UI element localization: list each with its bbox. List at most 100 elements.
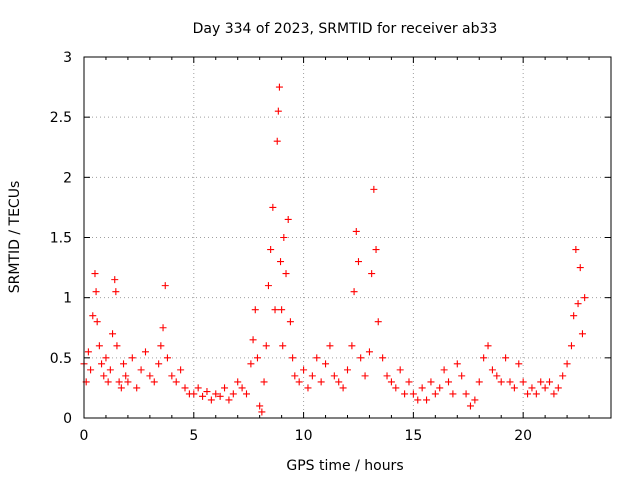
data-point [295, 378, 303, 386]
data-point [322, 360, 330, 368]
data-point [313, 354, 321, 362]
data-point [335, 378, 343, 386]
data-point [93, 318, 101, 326]
data-point [199, 392, 207, 400]
data-point [277, 258, 285, 266]
data-point [405, 378, 413, 386]
data-point [155, 360, 163, 368]
x-tick-label: 5 [189, 428, 198, 444]
data-point [431, 390, 439, 398]
data-point [387, 378, 395, 386]
data-point [150, 378, 158, 386]
data-point [109, 330, 117, 338]
data-point [249, 336, 257, 344]
data-point [418, 384, 426, 392]
data-point [352, 227, 360, 235]
data-point [269, 203, 277, 211]
data-point [122, 372, 130, 380]
data-point [104, 378, 112, 386]
data-point [348, 342, 356, 350]
data-point [258, 408, 266, 416]
data-point [289, 354, 297, 362]
data-point [253, 354, 261, 362]
data-point [368, 270, 376, 278]
data-point [445, 378, 453, 386]
data-point [157, 342, 165, 350]
data-point [251, 306, 259, 314]
data-point [146, 372, 154, 380]
y-tick-label: 1 [63, 291, 72, 307]
data-point [537, 378, 545, 386]
data-point [532, 390, 540, 398]
data-point [87, 366, 95, 374]
data-point [163, 354, 171, 362]
data-point [177, 366, 185, 374]
data-point [379, 354, 387, 362]
data-point [374, 318, 382, 326]
data-point [161, 282, 169, 290]
data-point [563, 360, 571, 368]
data-point [120, 360, 128, 368]
data-point [92, 288, 100, 296]
data-point [559, 372, 567, 380]
data-point [541, 384, 549, 392]
y-tick-label: 3 [63, 50, 72, 66]
data-point [578, 330, 586, 338]
data-point [471, 396, 479, 404]
data-point [95, 342, 103, 350]
data-point [361, 372, 369, 380]
data-point [524, 390, 532, 398]
grid-lines [84, 57, 611, 418]
y-tick-label: 0 [63, 411, 72, 427]
data-point [279, 342, 287, 350]
data-point [216, 392, 224, 400]
data-point [98, 360, 106, 368]
y-tick-label: 0.5 [50, 351, 72, 367]
y-axis-tick-labels: 0 0.5 1 1.5 2 2.5 3 [50, 50, 72, 427]
data-point [510, 384, 518, 392]
data-point [350, 288, 358, 296]
data-point [372, 246, 380, 254]
data-point [207, 396, 215, 404]
data-point [574, 300, 582, 308]
data-point [423, 396, 431, 404]
data-point [100, 372, 108, 380]
data-point [194, 384, 202, 392]
data-point [528, 384, 536, 392]
data-point [414, 396, 422, 404]
data-point [493, 372, 501, 380]
data-point [502, 354, 510, 362]
data-point [308, 372, 316, 380]
data-point [427, 378, 435, 386]
data-point [115, 378, 123, 386]
data-point [488, 366, 496, 374]
plot-frame [83, 56, 612, 419]
x-tick-label: 15 [404, 428, 422, 444]
data-point [133, 384, 141, 392]
data-point [203, 388, 211, 396]
data-point [339, 384, 347, 392]
data-point [141, 348, 149, 356]
data-point [317, 378, 325, 386]
data-point [519, 378, 527, 386]
data-point [247, 360, 255, 368]
data-point [274, 107, 282, 115]
x-tick-label: 10 [295, 428, 313, 444]
data-point [234, 378, 242, 386]
data-point [546, 378, 554, 386]
y-tick-label: 2 [63, 170, 72, 186]
data-point [458, 372, 466, 380]
data-point [124, 378, 132, 386]
data-point [300, 366, 308, 374]
data-point [242, 390, 250, 398]
data-point [466, 402, 474, 410]
data-point [401, 390, 409, 398]
data-point [117, 384, 125, 392]
data-point [581, 294, 589, 302]
data-point [181, 384, 189, 392]
data-point [370, 185, 378, 193]
data-point [357, 354, 365, 362]
data-point [344, 366, 351, 374]
data-point [280, 234, 288, 241]
